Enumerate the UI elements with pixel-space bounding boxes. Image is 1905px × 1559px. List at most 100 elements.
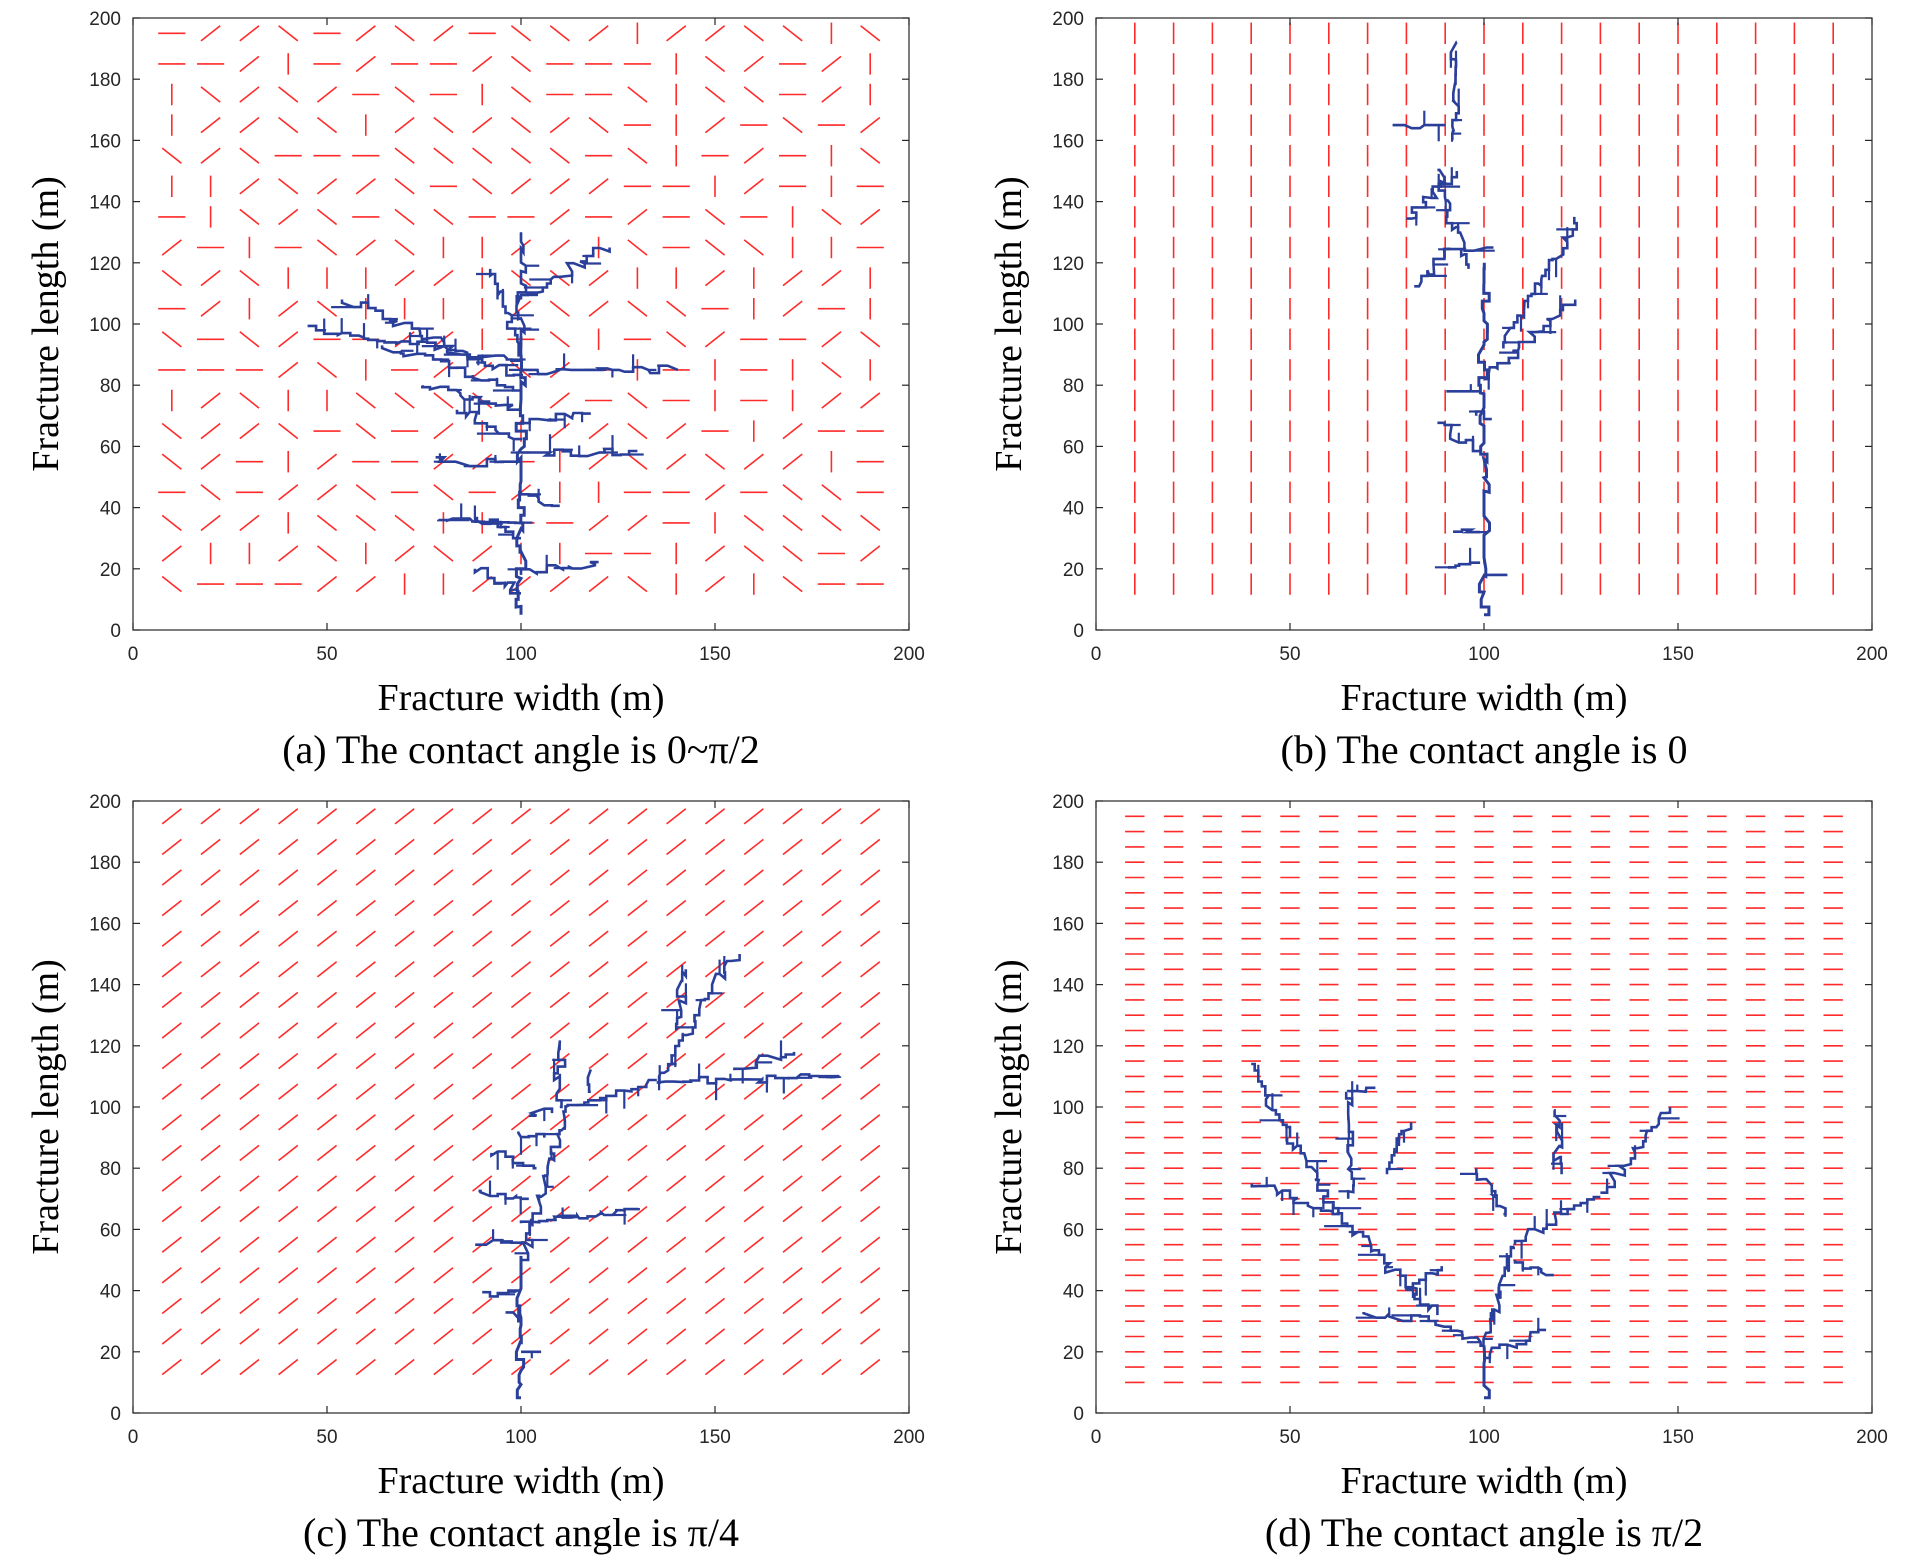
fracture-branch bbox=[478, 1189, 529, 1201]
natural-fracture-mark bbox=[510, 86, 532, 103]
natural-fracture-mark bbox=[743, 808, 764, 825]
natural-fracture-mark bbox=[316, 838, 338, 856]
natural-fracture-mark bbox=[355, 1267, 376, 1284]
y-tick-label: 40 bbox=[100, 1282, 121, 1303]
natural-fracture-mark bbox=[433, 269, 454, 287]
y-tick-label: 60 bbox=[100, 437, 121, 458]
natural-fracture-mark bbox=[821, 484, 842, 501]
natural-fracture-mark bbox=[666, 1297, 687, 1315]
natural-fracture-mark bbox=[316, 1052, 338, 1070]
y-tick-label: 80 bbox=[100, 1159, 121, 1180]
natural-fracture-mark bbox=[239, 55, 260, 73]
fracture-branch bbox=[1346, 1086, 1376, 1094]
natural-fracture-mark bbox=[433, 869, 454, 886]
natural-fracture-mark bbox=[394, 1358, 415, 1376]
natural-fracture-mark bbox=[549, 1358, 570, 1376]
natural-fracture-mark bbox=[860, 1358, 881, 1376]
natural-fracture-mark bbox=[588, 514, 609, 532]
fracture-branch bbox=[421, 385, 521, 411]
natural-fracture-mark bbox=[161, 269, 182, 287]
natural-fracture-mark bbox=[355, 1114, 376, 1131]
natural-fracture-mark bbox=[860, 147, 881, 164]
y-tick-label: 60 bbox=[100, 1220, 121, 1241]
y-tick-label: 40 bbox=[1063, 1282, 1084, 1303]
natural-fracture-mark bbox=[627, 86, 648, 103]
natural-fracture-mark bbox=[549, 178, 570, 195]
fracture-branch bbox=[1477, 262, 1491, 617]
y-tick-label: 160 bbox=[1052, 131, 1084, 152]
natural-fracture-mark bbox=[704, 269, 726, 287]
natural-fracture-mark bbox=[316, 1114, 338, 1131]
natural-fracture-mark bbox=[704, 930, 726, 947]
natural-fracture-mark bbox=[821, 1114, 842, 1131]
natural-fracture-mark bbox=[821, 269, 842, 287]
natural-fracture-mark bbox=[549, 1022, 570, 1039]
natural-fracture-mark bbox=[355, 1358, 376, 1376]
x-tick-label: 50 bbox=[1279, 644, 1300, 665]
natural-fracture-mark bbox=[433, 1083, 454, 1100]
y-tick-label: 180 bbox=[89, 853, 121, 874]
y-tick-label: 100 bbox=[89, 1098, 121, 1119]
natural-fractures bbox=[161, 808, 881, 1376]
natural-fracture-mark bbox=[433, 116, 454, 134]
natural-fracture-mark bbox=[433, 25, 454, 42]
y-tick-label: 200 bbox=[1052, 9, 1084, 30]
x-axis-label: Fracture width (m) bbox=[1340, 1460, 1627, 1502]
natural-fracture-mark bbox=[239, 808, 260, 825]
natural-fracture-mark bbox=[821, 1328, 842, 1345]
natural-fracture-mark bbox=[549, 116, 570, 134]
x-tick-label: 0 bbox=[1091, 1427, 1102, 1448]
natural-fracture-mark bbox=[743, 453, 764, 470]
natural-fracture-mark bbox=[704, 25, 726, 42]
natural-fracture-mark bbox=[472, 1083, 493, 1100]
natural-fracture-mark bbox=[549, 331, 570, 348]
natural-fracture-mark bbox=[316, 961, 338, 978]
natural-fracture-mark bbox=[433, 208, 454, 226]
natural-fracture-mark bbox=[627, 838, 648, 856]
natural-fracture-mark bbox=[704, 55, 726, 73]
fracture-branch bbox=[519, 411, 591, 425]
natural-fracture-mark bbox=[472, 545, 493, 562]
natural-fracture-mark bbox=[239, 1205, 260, 1223]
natural-fracture-mark bbox=[549, 1083, 570, 1100]
natural-fracture-mark bbox=[161, 147, 182, 164]
natural-fracture-mark bbox=[278, 25, 299, 42]
natural-fracture-mark bbox=[316, 178, 338, 195]
natural-fracture-mark bbox=[666, 1358, 687, 1376]
natural-fracture-mark bbox=[860, 1114, 881, 1131]
natural-fracture-mark bbox=[627, 1297, 648, 1315]
natural-fracture-mark bbox=[588, 116, 609, 134]
natural-fracture-mark bbox=[510, 147, 532, 164]
natural-fracture-mark bbox=[355, 1083, 376, 1100]
natural-fracture-mark bbox=[278, 178, 299, 195]
fracture-branch bbox=[521, 447, 638, 458]
natural-fracture-mark bbox=[782, 545, 803, 562]
panel-caption: (b) The contact angle is 0 bbox=[1281, 727, 1688, 772]
natural-fracture-mark bbox=[161, 1267, 182, 1284]
natural-fracture-mark bbox=[860, 116, 881, 134]
natural-fracture-mark bbox=[821, 930, 842, 947]
natural-fracture-mark bbox=[510, 838, 532, 856]
natural-fracture-mark bbox=[743, 838, 764, 856]
natural-fracture-mark bbox=[200, 1144, 221, 1162]
natural-fracture-mark bbox=[472, 1175, 493, 1192]
natural-fracture-mark bbox=[821, 86, 842, 103]
fracture-branch bbox=[521, 364, 679, 376]
natural-fracture-mark bbox=[821, 1267, 842, 1284]
natural-fracture-mark bbox=[278, 961, 299, 978]
natural-fracture-mark bbox=[627, 147, 648, 164]
natural-fracture-mark bbox=[239, 838, 260, 856]
y-tick-label: 0 bbox=[110, 1404, 121, 1425]
natural-fracture-mark bbox=[510, 1175, 532, 1192]
natural-fracture-mark bbox=[239, 1267, 260, 1284]
natural-fracture-mark bbox=[239, 991, 260, 1009]
natural-fracture-mark bbox=[627, 392, 648, 409]
fracture-branch bbox=[733, 1051, 796, 1071]
natural-fracture-mark bbox=[161, 869, 182, 886]
natural-fracture-mark bbox=[278, 1205, 299, 1223]
natural-fracture-mark bbox=[433, 1205, 454, 1223]
y-tick-label: 120 bbox=[89, 1037, 121, 1058]
natural-fracture-mark bbox=[821, 55, 842, 73]
natural-fracture-mark bbox=[355, 1297, 376, 1315]
natural-fracture-mark bbox=[588, 1297, 609, 1315]
